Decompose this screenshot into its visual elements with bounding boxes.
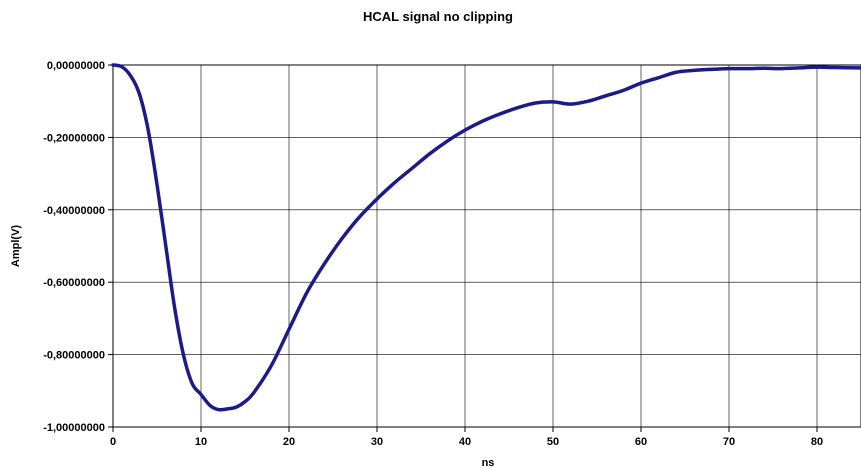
- series-group: [111, 63, 861, 412]
- y-tick-label: -0,60000000: [43, 277, 105, 289]
- grid: [113, 65, 861, 427]
- chart-title: HCAL signal no clipping: [363, 9, 513, 24]
- plot-area-border: [112, 64, 861, 428]
- x-tick-label: 30: [371, 436, 383, 448]
- x-tick-label: 40: [459, 436, 471, 448]
- x-axis: 0 10 20 30 40 50 60 70 80: [110, 427, 823, 448]
- x-tick-label: 50: [547, 436, 559, 448]
- y-tick-label: -0,80000000: [43, 350, 105, 362]
- y-tick-label: -1,00000000: [43, 422, 105, 434]
- x-tick-label: 70: [723, 436, 735, 448]
- series-line: [111, 63, 861, 412]
- y-tick-label: -0,20000000: [43, 132, 105, 144]
- y-tick-label: -0,40000000: [43, 205, 105, 217]
- y-axis-title: Ampl(V): [10, 225, 22, 268]
- y-axis: 0,00000000 -0,20000000 -0,40000000 -0,60000…: [43, 60, 113, 434]
- x-tick-label: 60: [635, 436, 647, 448]
- y-tick-label: 0,00000000: [47, 60, 105, 72]
- x-tick-label: 0: [110, 436, 116, 448]
- x-axis-title: ns: [482, 457, 495, 469]
- x-tick-label: 20: [283, 436, 295, 448]
- x-tick-label: 10: [195, 436, 207, 448]
- x-tick-label: 80: [811, 436, 823, 448]
